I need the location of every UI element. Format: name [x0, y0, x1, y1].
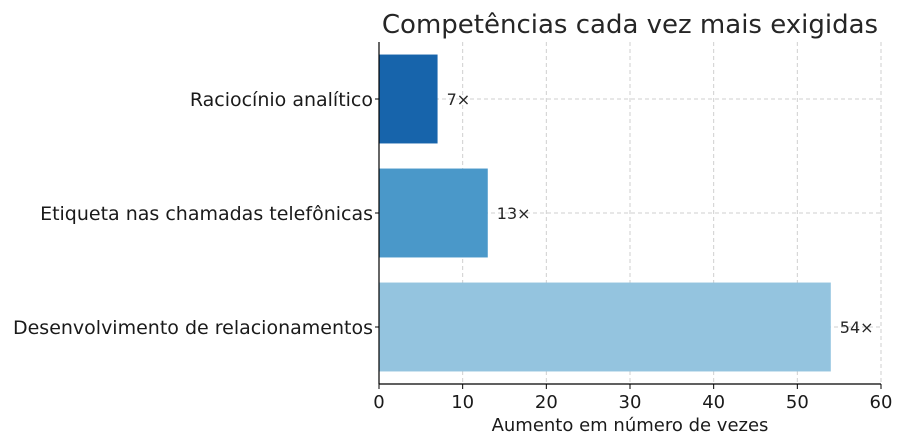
category-labels: Raciocínio analítico Etiqueta nas chamada…: [13, 89, 373, 339]
bars: [379, 54, 831, 372]
x-tick-label: 20: [535, 392, 558, 413]
value-label: 7×: [447, 90, 471, 109]
x-tick-label: 10: [451, 392, 474, 413]
value-label: 54×: [840, 318, 874, 337]
category-label: Etiqueta nas chamadas telefônicas: [40, 203, 373, 225]
category-label: Desenvolvimento de relacionamentos: [13, 317, 373, 339]
category-label: Raciocínio analítico: [190, 89, 373, 111]
chart-title: Competências cada vez mais exigidas: [382, 10, 878, 40]
value-label: 13×: [497, 204, 531, 223]
bar-1: [379, 168, 488, 258]
bar-2: [379, 282, 831, 372]
x-tick-label: 0: [373, 392, 384, 413]
axes: 0 10 20 30 40 50 60: [373, 42, 892, 413]
bar-0: [379, 54, 438, 144]
value-labels: 7× 13× 54×: [447, 90, 874, 337]
x-tick-label: 40: [702, 392, 725, 413]
x-tick-label: 50: [786, 392, 809, 413]
x-tick-label: 30: [619, 392, 642, 413]
x-axis-title: Aumento em número de vezes: [492, 415, 769, 436]
x-tick-label: 60: [870, 392, 893, 413]
